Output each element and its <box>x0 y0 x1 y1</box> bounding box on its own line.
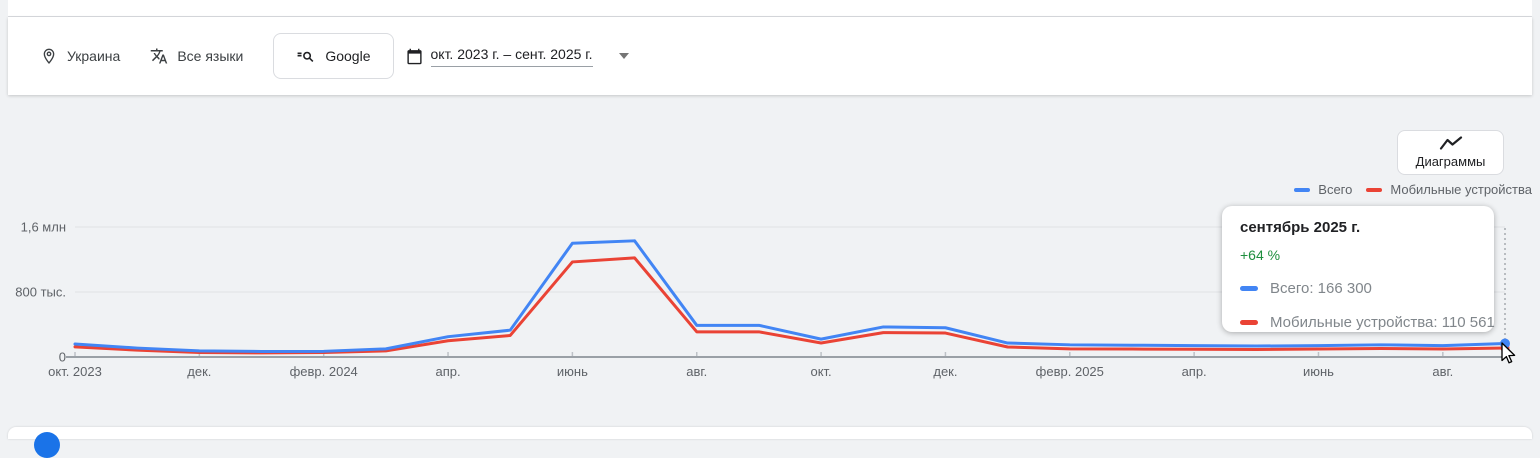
svg-text:февр. 2025: февр. 2025 <box>1036 364 1104 379</box>
tooltip-total-swatch <box>1240 286 1258 291</box>
search-network-icon <box>297 51 314 62</box>
tooltip-mobile-swatch <box>1240 320 1258 325</box>
charts-view-label: Диаграммы <box>1415 154 1486 169</box>
legend-item-total: Всего <box>1294 182 1352 197</box>
svg-text:0: 0 <box>59 350 66 365</box>
keywords-panel-edge[interactable] <box>8 427 1532 458</box>
svg-text:авг.: авг. <box>686 364 707 379</box>
tooltip-row-total: Всего: 166 300 <box>1240 280 1476 297</box>
language-filter[interactable]: Все языки <box>150 47 243 65</box>
chart-tooltip: сентябрь 2025 г. +64 % Всего: 166 300 Мо… <box>1222 206 1495 332</box>
location-filter[interactable]: Украина <box>40 47 120 65</box>
svg-text:февр. 2024: февр. 2024 <box>290 364 358 379</box>
mouse-cursor <box>1501 342 1516 364</box>
filter-bar: Украина Все языки Google окт. 2023 г. – … <box>8 17 1532 95</box>
svg-text:дек.: дек. <box>933 364 957 379</box>
tooltip-change-percent: +64 % <box>1240 247 1281 263</box>
legend-total-swatch <box>1294 187 1311 192</box>
chevron-down-icon <box>618 53 629 59</box>
svg-text:окт. 2023: окт. 2023 <box>48 364 102 379</box>
tooltip-mobile-value: Мобильные устройства: 110 561 <box>1270 314 1495 331</box>
location-filter-label: Украина <box>67 48 121 64</box>
search-network-label: Google <box>325 48 371 64</box>
calendar-icon <box>406 48 422 64</box>
svg-text:1,6 млн: 1,6 млн <box>21 220 66 235</box>
translate-icon <box>151 48 168 64</box>
search-network-button[interactable]: Google <box>273 33 394 79</box>
language-filter-label: Все языки <box>177 48 244 64</box>
line-chart-icon <box>1439 136 1462 150</box>
tooltip-row-mobile: Мобильные устройства: 110 561 <box>1240 314 1495 331</box>
date-range-select[interactable]: окт. 2023 г. – сент. 2025 г. <box>406 46 629 67</box>
charts-view-button[interactable]: Диаграммы <box>1397 130 1504 175</box>
keyword-bullet-icon <box>34 432 60 458</box>
svg-text:апр.: апр. <box>1182 364 1207 379</box>
svg-text:окт.: окт. <box>810 364 831 379</box>
svg-text:июнь: июнь <box>557 364 588 379</box>
legend-item-mobile: Мобильные устройства <box>1366 182 1532 197</box>
top-strip <box>8 0 1532 17</box>
chart-legend: Всего Мобильные устройства <box>1294 182 1532 197</box>
svg-text:июнь: июнь <box>1303 364 1334 379</box>
tooltip-total-value: Всего: 166 300 <box>1270 280 1372 297</box>
svg-text:апр.: апр. <box>435 364 460 379</box>
legend-mobile-swatch <box>1366 187 1383 192</box>
legend-mobile-label: Мобильные устройства <box>1390 182 1532 197</box>
svg-text:дек.: дек. <box>187 364 211 379</box>
svg-text:авг.: авг. <box>1432 364 1453 379</box>
legend-total-label: Всего <box>1318 182 1353 197</box>
location-pin-icon <box>43 48 55 64</box>
tooltip-month-title: сентябрь 2025 г. <box>1240 219 1361 236</box>
svg-text:800 тыс.: 800 тыс. <box>15 285 66 300</box>
date-range-value: окт. 2023 г. – сент. 2025 г. <box>430 46 593 67</box>
